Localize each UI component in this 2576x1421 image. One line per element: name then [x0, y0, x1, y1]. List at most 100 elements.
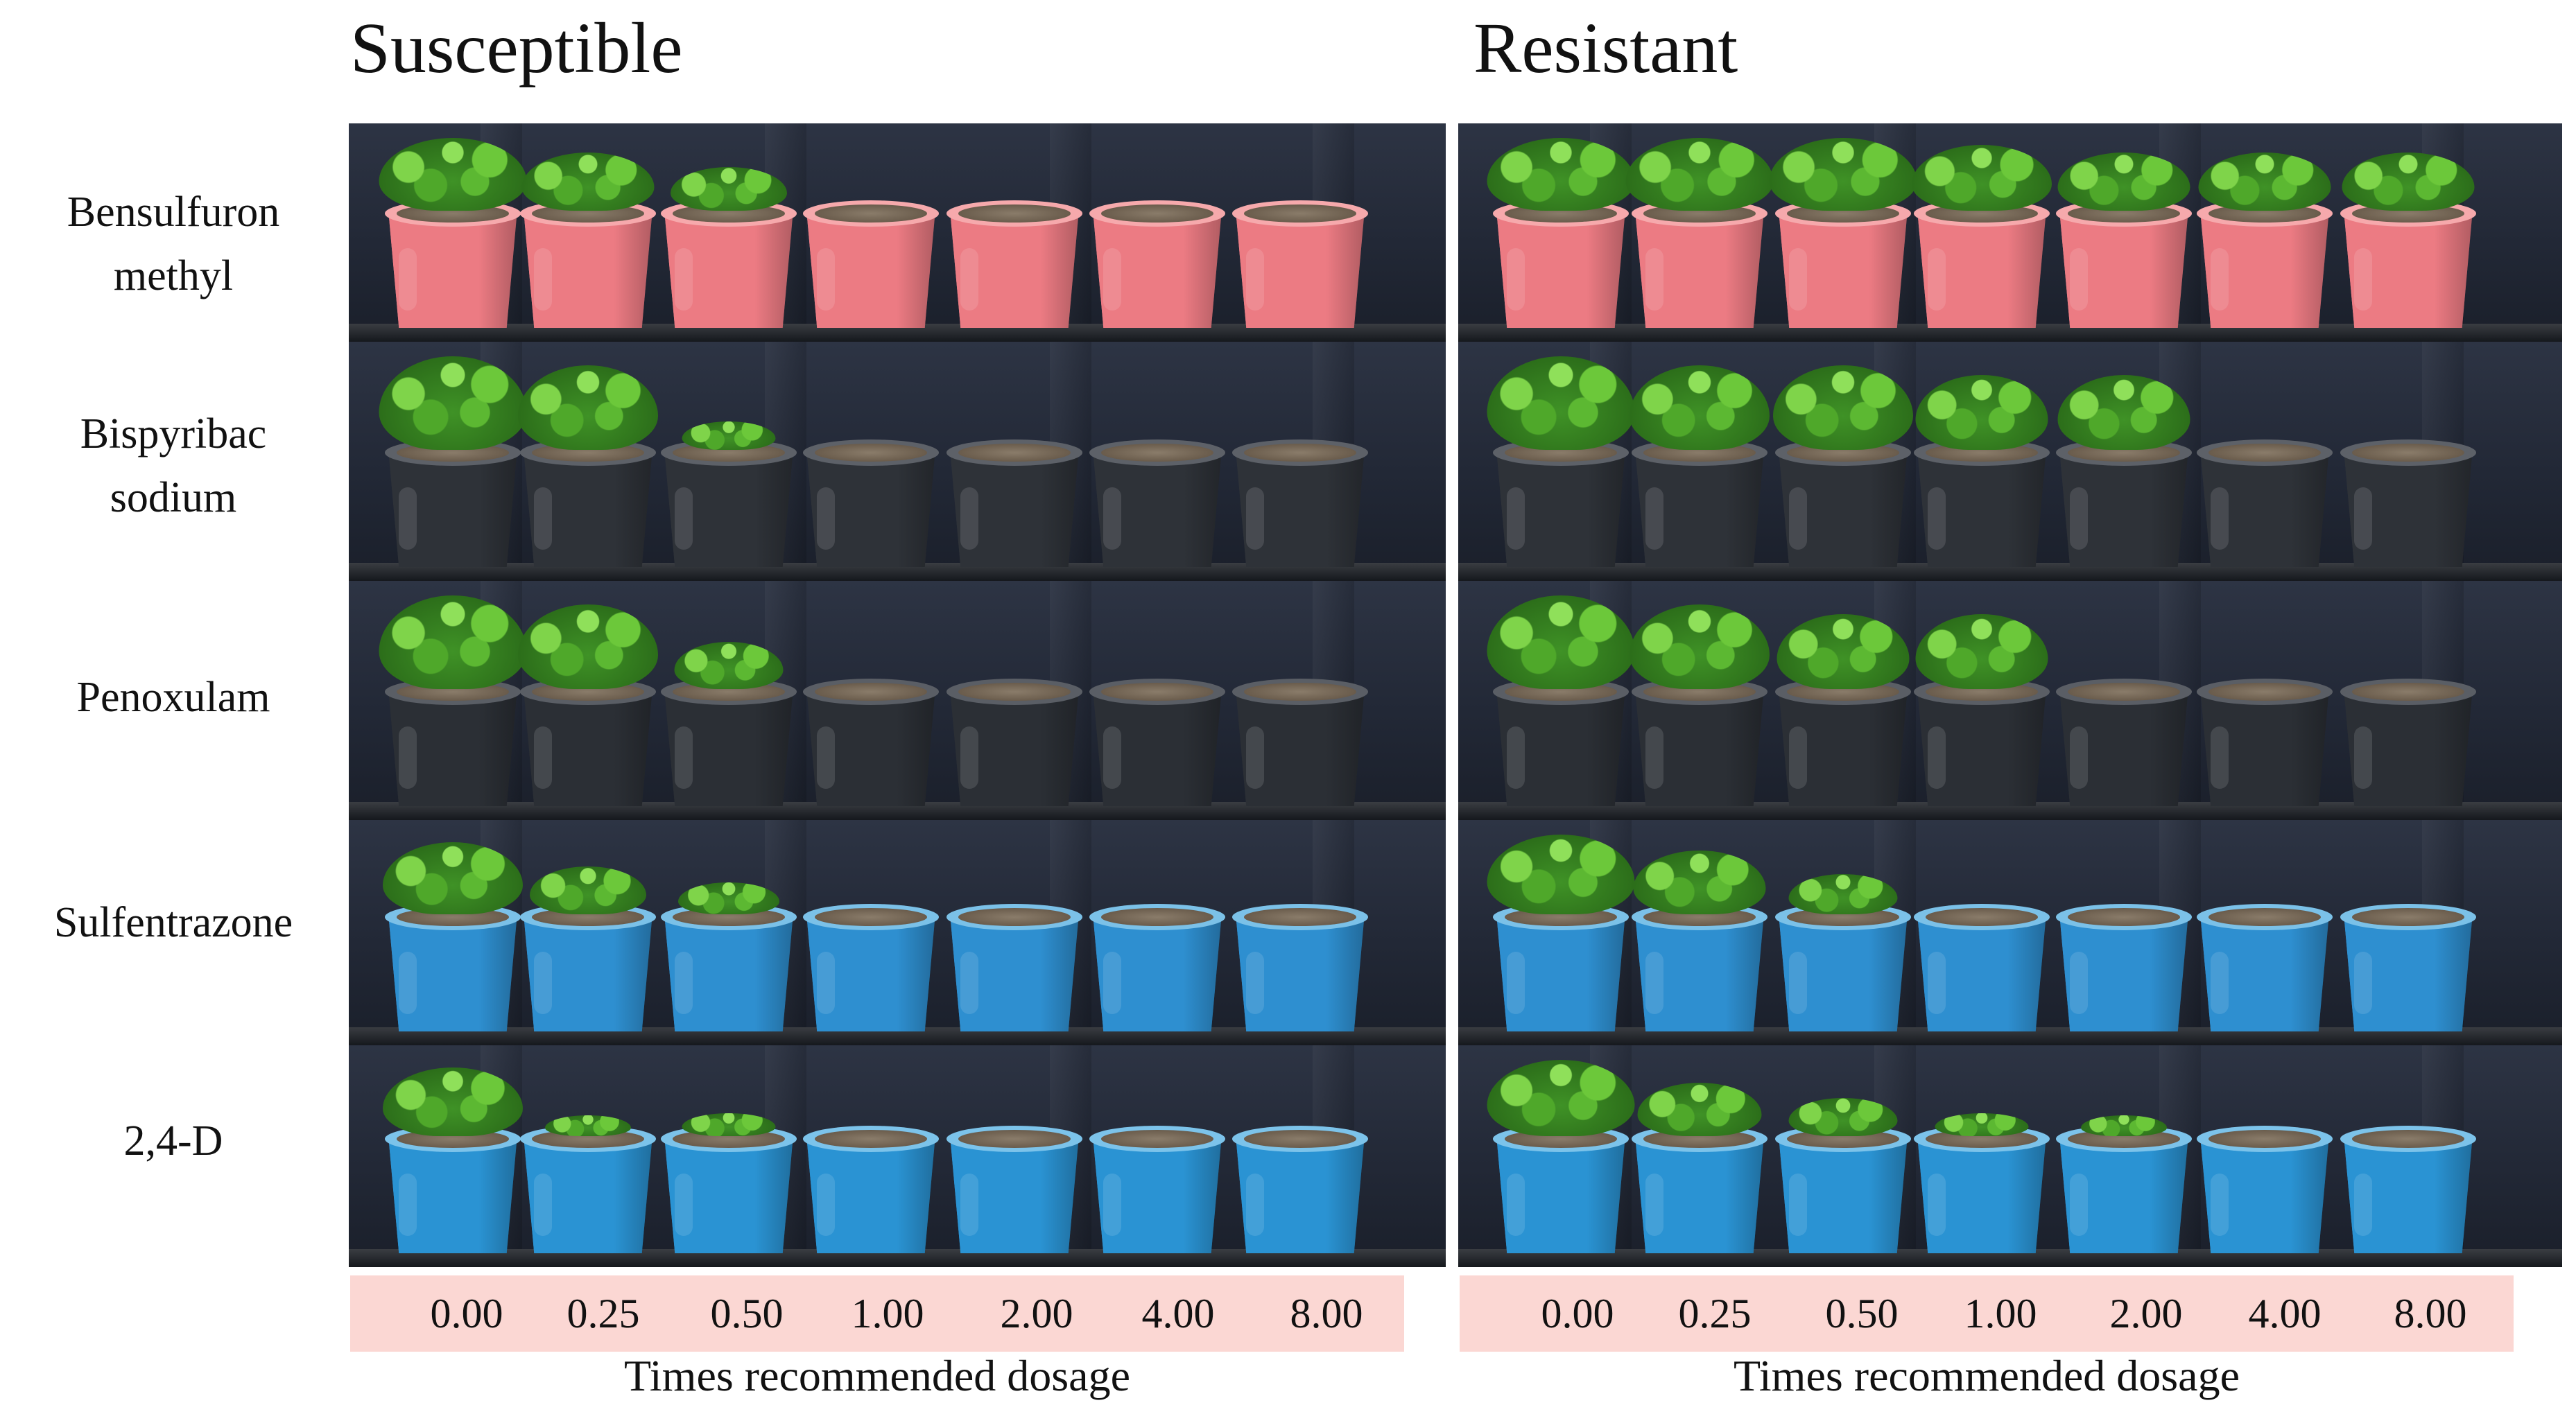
pot-body — [1496, 1139, 1625, 1253]
dose-label: 2.00 — [2109, 1291, 2183, 1336]
plant-foliage — [2081, 1115, 2167, 1136]
pot-soil — [1243, 908, 1357, 926]
pot-body — [1779, 692, 1908, 806]
pot-body — [950, 692, 1079, 806]
dose-label: 2.00 — [1000, 1291, 1073, 1336]
plant-pot — [383, 1052, 523, 1253]
plant-pot — [2196, 130, 2333, 328]
dose-label: 4.00 — [2248, 1291, 2322, 1336]
plant-foliage — [379, 356, 527, 450]
plant-foliage — [1915, 375, 2048, 450]
pot-body — [2344, 917, 2473, 1031]
plant-pot — [2196, 1052, 2333, 1253]
plant-foliage — [521, 152, 655, 211]
plant-foliage — [682, 1113, 776, 1136]
pot-soil — [1100, 204, 1214, 223]
plant-pot — [1231, 827, 1369, 1031]
plant-pot — [1630, 588, 1770, 806]
pot-body — [950, 213, 1079, 328]
pot-soil — [1100, 683, 1214, 701]
pot-body — [2344, 453, 2473, 567]
pot-body — [1917, 1139, 2046, 1253]
plant-pot — [2055, 349, 2193, 567]
plant-pot — [2055, 1052, 2193, 1253]
pot-body — [2059, 213, 2188, 328]
pot-soil — [1243, 1130, 1357, 1148]
pot-soil — [958, 1130, 1071, 1148]
plant-foliage — [1637, 1083, 1762, 1136]
pot-body — [806, 453, 935, 567]
axis-caption-susceptible: Times recommended dosage — [624, 1351, 1130, 1400]
plant-pot — [946, 1052, 1083, 1253]
pot-body — [806, 1139, 935, 1253]
photo-panel-susceptible — [349, 123, 1446, 1267]
treatment-row-band — [1458, 820, 2562, 1045]
plant-pot — [946, 349, 1083, 567]
treatment-row-band — [1458, 581, 2562, 820]
pot-soil — [2351, 683, 2465, 701]
plant-pot — [2196, 827, 2333, 1031]
plant-pot — [1913, 588, 2050, 806]
row-label-line1: Bispyribac — [80, 410, 267, 457]
pot-body — [2200, 917, 2329, 1031]
plant-pot — [1913, 349, 2050, 567]
plant-foliage — [1777, 614, 1910, 689]
pot-body — [1779, 1139, 1908, 1253]
plant-foliage — [1769, 138, 1917, 211]
plant-pot — [1089, 588, 1226, 806]
plant-foliage — [1935, 1113, 2029, 1136]
plant-pot — [660, 827, 797, 1031]
plant-pot — [1630, 349, 1770, 567]
row-label-line2: methyl — [113, 252, 234, 299]
pot-body — [1496, 692, 1625, 806]
pot-soil — [958, 204, 1071, 223]
plant-foliage — [678, 882, 779, 914]
plant-pot — [802, 130, 940, 328]
pot-body — [388, 692, 517, 806]
row-label-bensulfuron-methyl: Bensulfuron methyl — [0, 180, 347, 308]
plant-pot — [1912, 130, 2052, 328]
pot-body — [1635, 917, 1764, 1031]
plant-pot — [1231, 1052, 1369, 1253]
pot-body — [1779, 213, 1908, 328]
plant-pot — [2340, 588, 2477, 806]
plant-pot — [2340, 130, 2477, 328]
dose-label: 0.00 — [430, 1291, 503, 1336]
plant-pot — [1774, 1052, 1912, 1253]
pot-body — [1093, 213, 1222, 328]
pot-body — [1236, 1139, 1365, 1253]
dose-label: 1.00 — [1964, 1291, 2037, 1336]
plant-foliage — [1625, 138, 1774, 211]
pot-body — [1093, 1139, 1222, 1253]
plant-pot — [946, 130, 1083, 328]
axis-caption-resistant: Times recommended dosage — [1734, 1351, 2240, 1400]
dose-label: 4.00 — [1141, 1291, 1215, 1336]
pot-body — [1236, 692, 1365, 806]
plant-foliage — [682, 421, 776, 450]
plant-foliage — [2057, 375, 2190, 450]
pot-body — [388, 1139, 517, 1253]
pot-body — [2200, 1139, 2329, 1253]
plant-pot — [518, 349, 658, 567]
row-label-penoxulam: Penoxulam — [0, 665, 347, 729]
plant-pot — [383, 827, 523, 1031]
pot-body — [1917, 917, 2046, 1031]
pot-soil — [814, 908, 928, 926]
pot-body — [524, 213, 652, 328]
pot-body — [664, 692, 793, 806]
row-label-sulfentrazone: Sulfentrazone — [0, 891, 347, 954]
pot-body — [2200, 453, 2329, 567]
plant-pot — [1913, 827, 2050, 1031]
pot-body — [2059, 692, 2188, 806]
plant-pot — [1089, 130, 1226, 328]
dose-axis-resistant: 0.00 0.25 0.50 1.00 2.00 4.00 8.00 — [1460, 1275, 2514, 1352]
plant-pot — [1774, 827, 1912, 1031]
plant-pot — [2196, 588, 2333, 806]
plant-foliage — [2342, 152, 2475, 211]
pot-body — [524, 1139, 652, 1253]
plant-pot — [1487, 349, 1635, 567]
plant-pot — [2055, 827, 2193, 1031]
plant-pot — [1769, 130, 1917, 328]
plant-pot — [1773, 349, 1913, 567]
plant-pot — [660, 349, 797, 567]
